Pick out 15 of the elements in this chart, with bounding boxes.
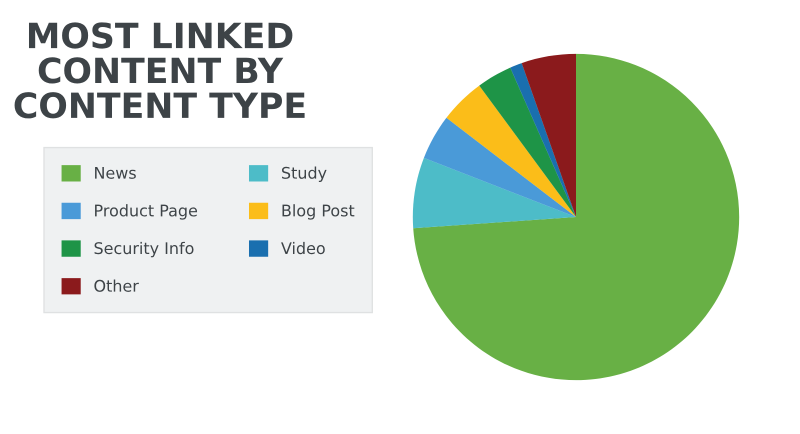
pie-slice	[413, 54, 740, 380]
legend-label: Video	[281, 242, 325, 254]
legend-label: Product Page	[95, 204, 198, 220]
legend-label: Study	[282, 166, 327, 182]
pie-slice	[479, 68, 576, 217]
legend-label: Other	[94, 280, 139, 292]
legend-label: News	[95, 167, 136, 179]
pie-slice	[446, 86, 576, 217]
legend-label: Security Info	[94, 242, 194, 258]
chart-title: MOST LINKED CONTENT BY CONTENT TYPE	[14, 22, 305, 118]
pie-slice	[510, 63, 576, 217]
legend-label: Blog Post	[282, 204, 354, 220]
pie-slice	[522, 54, 576, 217]
pie-slice	[412, 158, 576, 228]
pie-slice	[424, 118, 576, 217]
